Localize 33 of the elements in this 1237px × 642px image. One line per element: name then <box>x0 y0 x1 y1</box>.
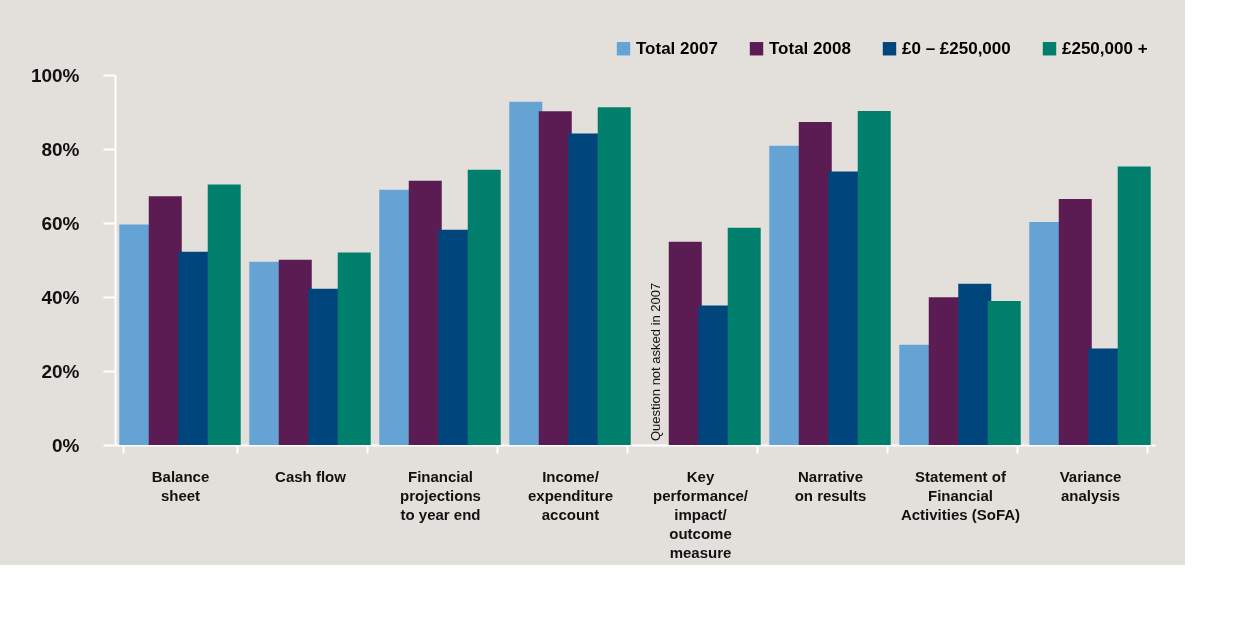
legend-label: £0 – £250,000 <box>902 38 1011 58</box>
bar <box>408 180 442 445</box>
bar <box>1117 166 1151 445</box>
bar <box>958 283 992 445</box>
legend-label: Total 2007 <box>636 38 718 58</box>
legend-label: Total 2008 <box>769 38 851 58</box>
bar <box>148 196 182 445</box>
bar <box>987 301 1021 445</box>
x-tick-label: Financial projections to year end <box>400 467 481 523</box>
bar <box>727 227 761 445</box>
bar <box>467 169 501 445</box>
y-tick-label: 0% <box>52 434 80 456</box>
bar <box>1058 198 1092 445</box>
bar <box>337 252 371 445</box>
bar <box>597 107 631 445</box>
legend-label: £250,000 + <box>1062 38 1148 58</box>
bar <box>668 241 702 445</box>
x-tick-label: Variance analysis <box>1059 467 1122 504</box>
y-tick-label: 40% <box>41 286 80 308</box>
bar <box>207 184 241 445</box>
x-tick-label: Narrative on results <box>794 467 867 504</box>
annotation: Question not asked in 2007 <box>647 282 663 441</box>
y-tick-label: 100% <box>30 64 80 86</box>
bar <box>509 101 543 445</box>
x-tick-label: Balance sheet <box>151 467 210 504</box>
x-tick-label: Statement of Financial Activities (SoFA) <box>900 467 1021 523</box>
y-tick-label: 60% <box>41 212 80 234</box>
x-tick-label: Income/ expenditure account <box>527 467 614 523</box>
x-tick-label: Key performance/ impact/ outcome measure <box>652 467 749 561</box>
x-tick-label: Cash flow <box>275 467 347 485</box>
y-tick-label: 20% <box>41 360 80 382</box>
bar <box>857 110 891 445</box>
y-tick-label: 80% <box>41 138 80 160</box>
